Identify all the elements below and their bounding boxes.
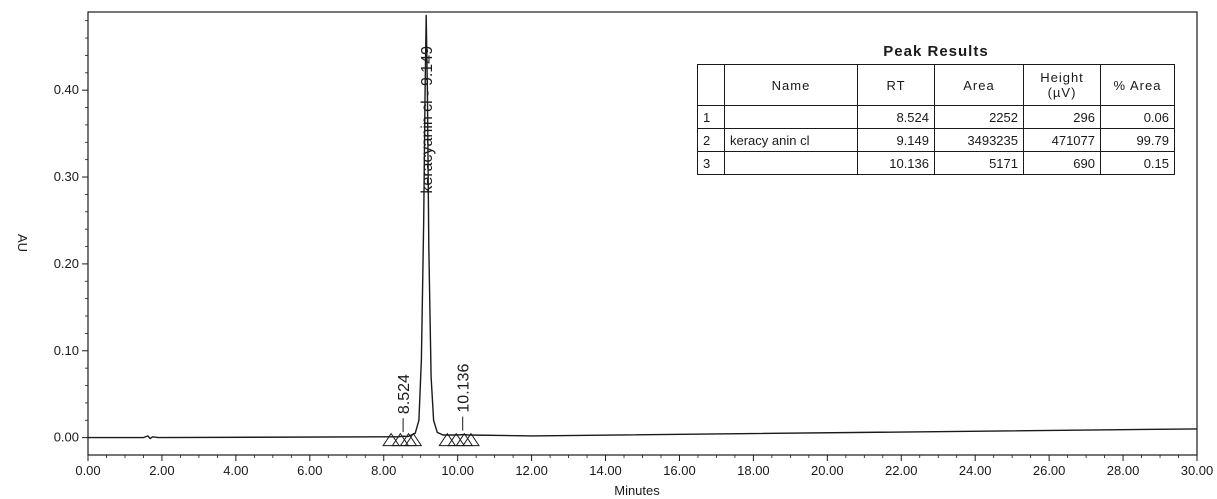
- cell-name: [724, 105, 858, 129]
- integration-marks: [382, 432, 480, 447]
- x-tick-label: 6.00: [297, 463, 322, 478]
- x-tick-label: 28.00: [1107, 463, 1140, 478]
- x-tick-label: 4.00: [223, 463, 248, 478]
- peak-label: 10.136: [456, 364, 473, 413]
- y-axis-label: AU: [15, 234, 30, 252]
- header-height: Height (µV): [1023, 64, 1101, 106]
- integration-mark: [404, 432, 423, 447]
- header-pct-area: % Area: [1100, 64, 1175, 106]
- header-name: Name: [724, 64, 858, 106]
- cell-index: 2: [697, 128, 725, 152]
- peak-labels: 8.524 keracyanin cl - 9.149 10.136: [396, 46, 473, 433]
- cell-area: 3493235: [934, 128, 1024, 152]
- header-rt: RT: [857, 64, 935, 106]
- x-tick-label: 14.00: [589, 463, 622, 478]
- table-row: 1 8.524 2252 296 0.06: [697, 105, 1175, 129]
- x-tick-label: 18.00: [737, 463, 770, 478]
- y-tick-label: 0.20: [54, 256, 79, 271]
- y-tick-label: 0.40: [54, 82, 79, 97]
- peak-results-title: Peak Results: [883, 43, 989, 60]
- cell-pct-area: 99.79: [1100, 128, 1175, 152]
- x-tick-label: 20.00: [811, 463, 844, 478]
- header-area: Area: [934, 64, 1024, 106]
- cell-area: 2252: [934, 105, 1024, 129]
- table-row: 2 keracy anin cl 9.149 3493235 471077 99…: [697, 128, 1175, 152]
- cell-rt: 10.136: [857, 151, 935, 175]
- x-tick-label: 30.00: [1181, 463, 1214, 478]
- peak-label: 8.524: [396, 374, 413, 414]
- x-tick-label: 10.00: [441, 463, 474, 478]
- integration-mark: [382, 432, 401, 447]
- cell-area: 5171: [934, 151, 1024, 175]
- table-header-row: Name RT Area Height (µV) % Area: [697, 64, 1175, 106]
- y-tick-label: 0.10: [54, 343, 79, 358]
- cell-name: [724, 151, 858, 175]
- chart-ticks: 0.00 2.00 4.00 6.00 8.00 10.00 12.00 14.00 16.00…: [54, 20, 1214, 478]
- x-tick-label: 26.00: [1033, 463, 1066, 478]
- integration-mark: [462, 432, 480, 447]
- table-row: 3 10.136 5171 690 0.15: [697, 151, 1175, 175]
- cell-index: 3: [697, 151, 725, 175]
- cell-pct-area: 0.15: [1100, 151, 1175, 175]
- cell-pct-area: 0.06: [1100, 105, 1175, 129]
- integration-mark: [438, 432, 457, 447]
- x-tick-label: 0.00: [75, 463, 100, 478]
- x-tick-label: 24.00: [959, 463, 992, 478]
- peak-results-table: Name RT Area Height (µV) % Area 1 8.524 …: [697, 64, 1175, 175]
- x-tick-label: 16.00: [663, 463, 696, 478]
- cell-rt: 8.524: [857, 105, 935, 129]
- x-tick-label: 2.00: [149, 463, 174, 478]
- y-tick-label: 0.30: [54, 169, 79, 184]
- cell-height: 471077: [1023, 128, 1101, 152]
- header-index: [697, 64, 725, 106]
- cell-name: keracy anin cl: [724, 128, 858, 152]
- x-tick-label: 12.00: [515, 463, 548, 478]
- cell-rt: 9.149: [857, 128, 935, 152]
- peak-results-panel: Peak Results Name RT Area Height (µV) % …: [697, 42, 1175, 175]
- cell-height: 296: [1023, 105, 1101, 129]
- cell-height: 690: [1023, 151, 1101, 175]
- x-tick-label: 8.00: [371, 463, 396, 478]
- peak-label: keracyanin cl - 9.149: [419, 46, 436, 194]
- cell-index: 1: [697, 105, 725, 129]
- y-tick-label: 0.00: [54, 430, 79, 445]
- x-axis-label: Minutes: [614, 483, 660, 498]
- x-tick-label: 22.00: [885, 463, 918, 478]
